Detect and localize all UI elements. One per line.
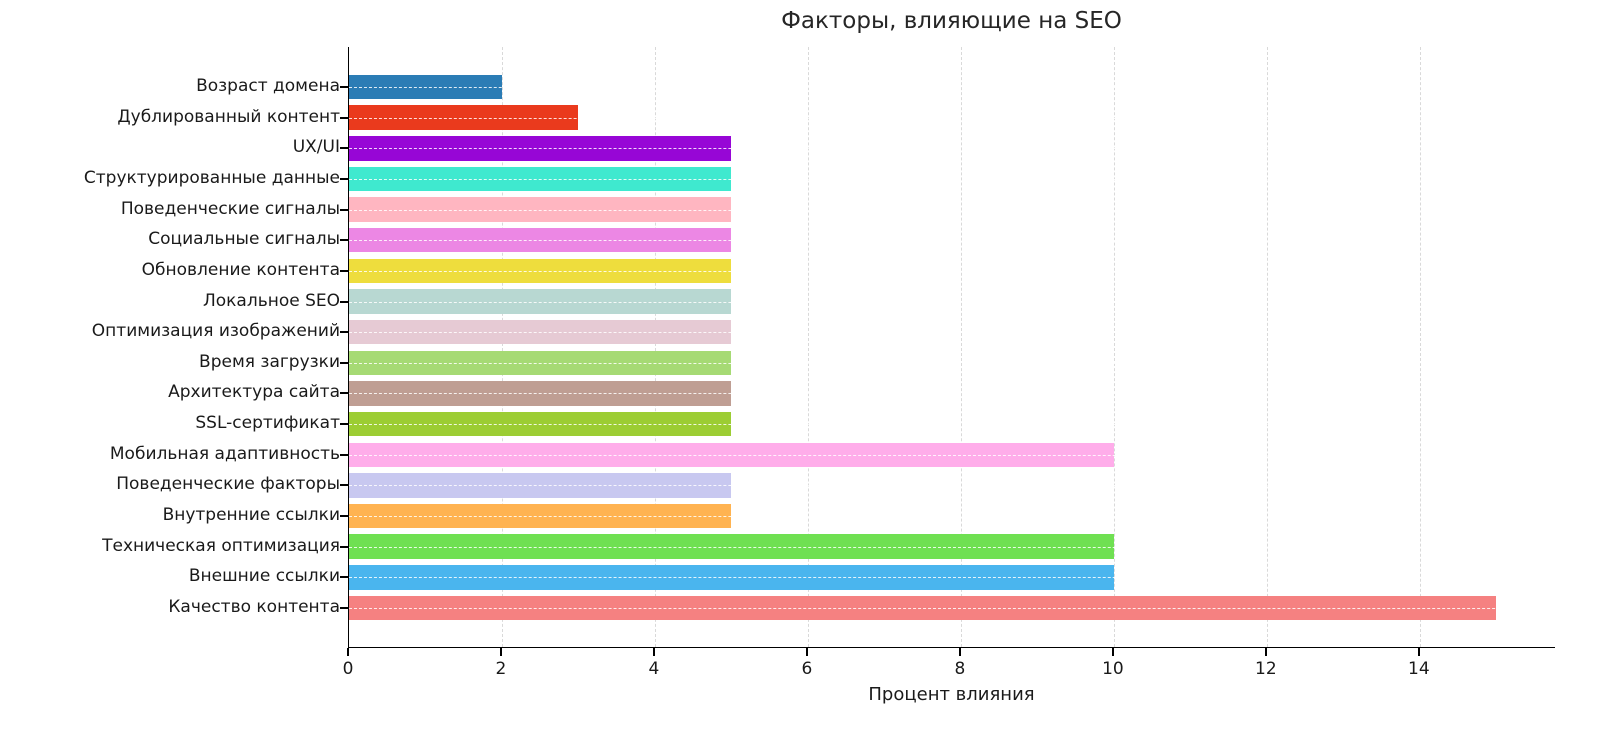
y-tick-mark (340, 269, 348, 272)
y-tick-label: UX/UI (292, 137, 340, 158)
y-gridline (349, 362, 1555, 364)
x-tick-mark (1264, 648, 1267, 656)
y-tick-label: Обновление контента (141, 259, 340, 280)
y-tick-mark (340, 545, 348, 548)
y-tick-label: Локальное SEO (202, 290, 340, 311)
y-tick-label: Поведенческие факторы (116, 474, 340, 495)
x-tick-mark (499, 648, 502, 656)
x-gridline (501, 47, 503, 647)
x-tick-mark (652, 648, 655, 656)
y-tick-mark (340, 208, 348, 211)
y-tick-mark (340, 576, 348, 579)
x-tick-label: 6 (801, 659, 813, 679)
y-axis-labels: Возраст домена Дублированный контент UX/UI… (0, 47, 340, 648)
y-gridline (349, 148, 1555, 150)
x-gridline (1266, 47, 1268, 647)
y-gridline (349, 178, 1555, 180)
y-tick-mark (340, 239, 348, 242)
x-tick-label: 4 (648, 659, 660, 679)
y-gridline (349, 454, 1555, 456)
chart-title: Факторы, влияющие на SEO (781, 8, 1122, 34)
y-tick-label: Внутренние ссылки (162, 505, 340, 526)
x-gridline (1419, 47, 1421, 647)
x-gridline (654, 47, 656, 647)
y-tick-mark (340, 86, 348, 88)
x-gridline (807, 47, 809, 647)
y-tick-mark (340, 300, 348, 303)
y-gridline (349, 608, 1555, 609)
y-tick-label: Социальные сигналы (148, 229, 340, 250)
y-tick-mark (340, 515, 348, 518)
y-gridline (349, 87, 1555, 88)
x-tick-mark (805, 648, 808, 656)
x-tick-mark (347, 648, 349, 656)
y-gridline (349, 332, 1555, 334)
x-tick-mark (1111, 648, 1114, 656)
y-tick-label: Внешние ссылки (188, 566, 340, 587)
x-axis-title: Процент влияния (868, 684, 1035, 705)
y-gridline (349, 209, 1555, 211)
y-gridline (349, 516, 1555, 518)
y-tick-mark (340, 331, 348, 334)
y-tick-label: Структурированные данные (83, 167, 340, 188)
y-gridline (349, 424, 1555, 426)
y-gridline (349, 546, 1555, 548)
x-tick-mark (1417, 648, 1420, 656)
y-tick-mark (340, 361, 348, 364)
y-gridline (349, 270, 1555, 272)
y-tick-mark (340, 392, 348, 395)
y-tick-mark (340, 177, 348, 180)
x-tick-label: 0 (342, 659, 354, 679)
y-tick-label: Возраст домена (196, 76, 340, 96)
x-gridline (960, 47, 962, 647)
y-gridline (349, 577, 1555, 579)
x-gridline (1113, 47, 1115, 647)
x-tick-mark (958, 648, 961, 656)
y-tick-label: Время загрузки (199, 351, 340, 372)
plot-area (348, 47, 1555, 648)
x-tick-label: 12 (1255, 659, 1277, 679)
y-tick-label: SSL-сертификат (195, 413, 340, 434)
y-tick-mark (340, 147, 348, 150)
y-tick-mark (340, 484, 348, 487)
y-gridline (349, 485, 1555, 487)
y-gridline (349, 117, 1555, 119)
y-tick-mark (340, 116, 348, 119)
x-tick-label: 8 (954, 659, 966, 679)
y-axis-tick-marks (340, 47, 348, 648)
y-tick-label: Дублированный контент (117, 106, 340, 127)
x-axis-ticks: 0 2 4 6 8 10 12 14 (343, 648, 1555, 693)
y-tick-mark (340, 607, 348, 609)
y-tick-label: Оптимизация изображений (91, 321, 340, 342)
y-tick-label: Архитектура сайта (168, 382, 340, 403)
x-tick-label: 14 (1408, 659, 1430, 679)
y-gridline (349, 393, 1555, 395)
y-tick-label: Техническая оптимизация (102, 535, 340, 556)
y-gridline (349, 301, 1555, 303)
y-tick-label: Поведенческие сигналы (120, 198, 340, 219)
y-tick-mark (340, 453, 348, 456)
y-tick-label: Мобильная адаптивность (109, 443, 340, 464)
x-tick-label: 10 (1102, 659, 1124, 679)
y-tick-mark (340, 423, 348, 426)
y-tick-label: Качество контента (168, 597, 340, 617)
y-gridline (349, 240, 1555, 242)
x-tick-label: 2 (495, 659, 507, 679)
